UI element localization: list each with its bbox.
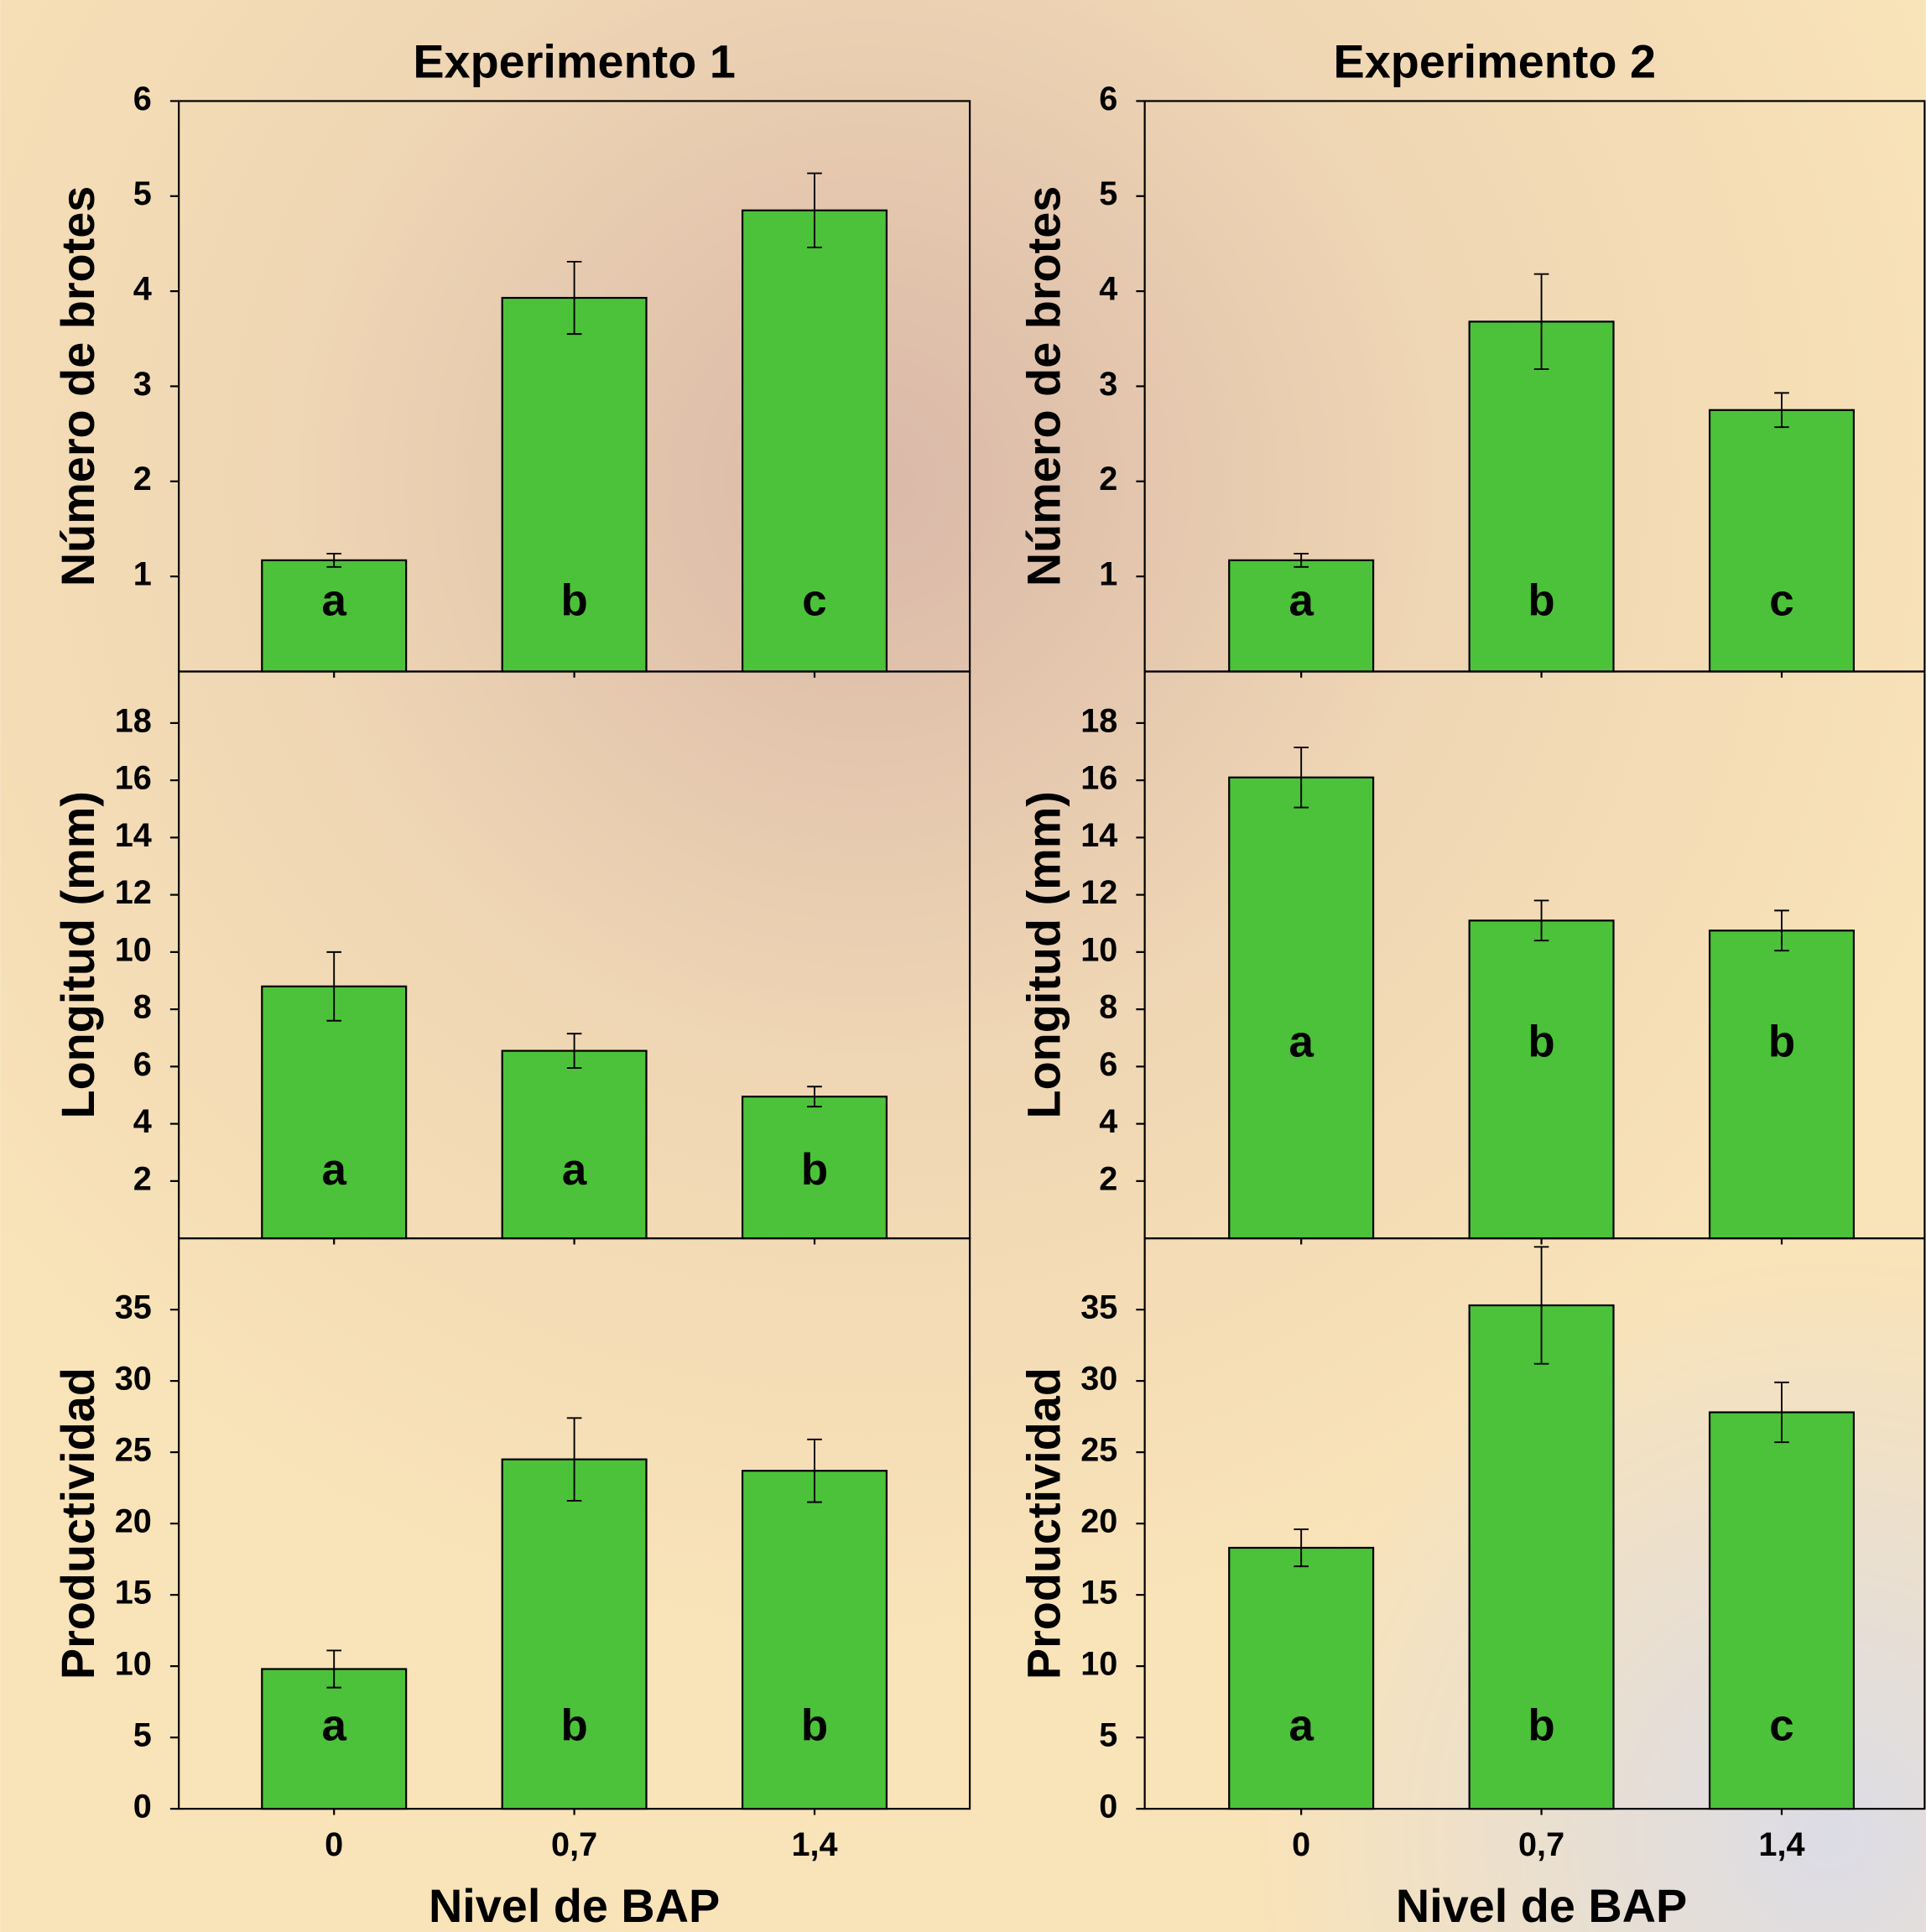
x-axis-label: Nivel de BAP [1396,1879,1687,1932]
y-tick-label: 30 [115,1361,152,1398]
x-tick-label: 0,7 [551,1826,597,1863]
y-tick-label: 5 [133,175,152,212]
y-tick-label: 18 [1080,702,1117,739]
bar [1710,930,1854,1238]
y-tick-label: 16 [115,760,152,797]
significance-letter: a [1288,576,1314,626]
y-tick-label: 6 [1099,81,1117,117]
y-tick-label: 10 [1080,1646,1117,1683]
bar [742,1471,887,1809]
x-tick-label: 0 [325,1826,343,1863]
y-tick-label: 30 [1080,1361,1117,1398]
y-axis-label: Productividad [51,1367,104,1679]
y-tick-label: 14 [115,817,152,854]
y-tick-label: 5 [133,1717,152,1754]
significance-letter: b [1768,1017,1795,1066]
bar [262,987,406,1238]
significance-letter: a [562,1145,587,1195]
significance-letter: c [1769,1701,1793,1751]
significance-letter: b [560,576,587,626]
y-tick-label: 2 [1099,1160,1117,1197]
y-tick-label: 15 [1080,1575,1117,1612]
y-tick-label: 14 [1080,817,1117,854]
y-tick-label: 0 [1099,1789,1117,1825]
panel-title: Experimento 1 [413,35,736,88]
significance-letter: a [1288,1701,1314,1751]
bar [1710,410,1854,672]
y-tick-label: 12 [1080,874,1117,911]
y-tick-label: 3 [1099,366,1117,403]
significance-letter: b [801,1145,828,1195]
y-tick-label: 1 [133,556,152,593]
y-tick-label: 6 [133,1046,152,1083]
x-tick-label: 0 [1292,1826,1310,1863]
y-tick-label: 5 [1099,1717,1117,1754]
y-tick-label: 5 [1099,175,1117,212]
significance-letter: b [1528,1701,1554,1751]
y-axis-label: Productividad [1017,1367,1070,1679]
significance-letter: a [1288,1017,1314,1066]
y-tick-label: 8 [133,989,152,1026]
y-axis-label: Longitud (mm) [51,791,104,1118]
y-tick-label: 18 [115,702,152,739]
bar [502,1460,647,1810]
y-tick-label: 2 [133,461,152,497]
bar [1470,920,1614,1238]
x-tick-label: 0,7 [1518,1826,1564,1863]
y-tick-label: 25 [1080,1432,1117,1469]
x-tick-label: 1,4 [1758,1826,1804,1863]
y-tick-label: 35 [115,1289,152,1326]
y-tick-label: 0 [133,1789,152,1825]
y-axis-label: Número de brotes [51,186,104,586]
y-tick-label: 8 [1099,989,1117,1026]
chart: 123456Experimento 1Número de brotesabc12… [0,0,1926,1932]
y-tick-label: 1 [1099,556,1117,593]
y-tick-label: 2 [1099,461,1117,497]
significance-letter: a [321,1701,346,1751]
y-tick-label: 10 [115,1646,152,1683]
significance-letter: c [1769,576,1793,626]
y-tick-label: 16 [1080,760,1117,797]
y-tick-label: 15 [115,1575,152,1612]
significance-letter: b [560,1701,587,1751]
y-tick-label: 4 [1099,1103,1117,1140]
significance-letter: b [801,1701,828,1751]
bar [1229,778,1373,1238]
y-axis-label: Número de brotes [1017,186,1070,586]
y-tick-label: 10 [115,931,152,968]
x-axis-label: Nivel de BAP [429,1879,720,1932]
y-axis-label: Longitud (mm) [1017,791,1070,1118]
bar [1229,1548,1373,1809]
y-tick-label: 2 [133,1160,152,1197]
y-tick-label: 4 [133,271,152,308]
y-tick-label: 20 [115,1503,152,1540]
y-tick-label: 10 [1080,931,1117,968]
significance-letter: a [321,1145,346,1195]
y-tick-label: 12 [115,874,152,911]
y-tick-label: 35 [1080,1289,1117,1326]
significance-letter: c [802,576,826,626]
y-tick-label: 6 [133,81,152,117]
background-glow [0,0,1926,1932]
page: {"chart_data": [ {"type": "bar", "title"… [0,0,1926,1932]
y-tick-label: 3 [133,366,152,403]
significance-letter: b [1528,1017,1554,1066]
y-tick-label: 6 [1099,1046,1117,1083]
significance-letter: b [1528,576,1554,626]
y-tick-label: 4 [1099,271,1117,308]
y-tick-label: 25 [115,1432,152,1469]
y-tick-label: 20 [1080,1503,1117,1540]
panel-title: Experimento 2 [1334,35,1657,88]
significance-letter: a [321,576,346,626]
x-tick-label: 1,4 [791,1826,837,1863]
y-tick-label: 4 [133,1103,152,1140]
